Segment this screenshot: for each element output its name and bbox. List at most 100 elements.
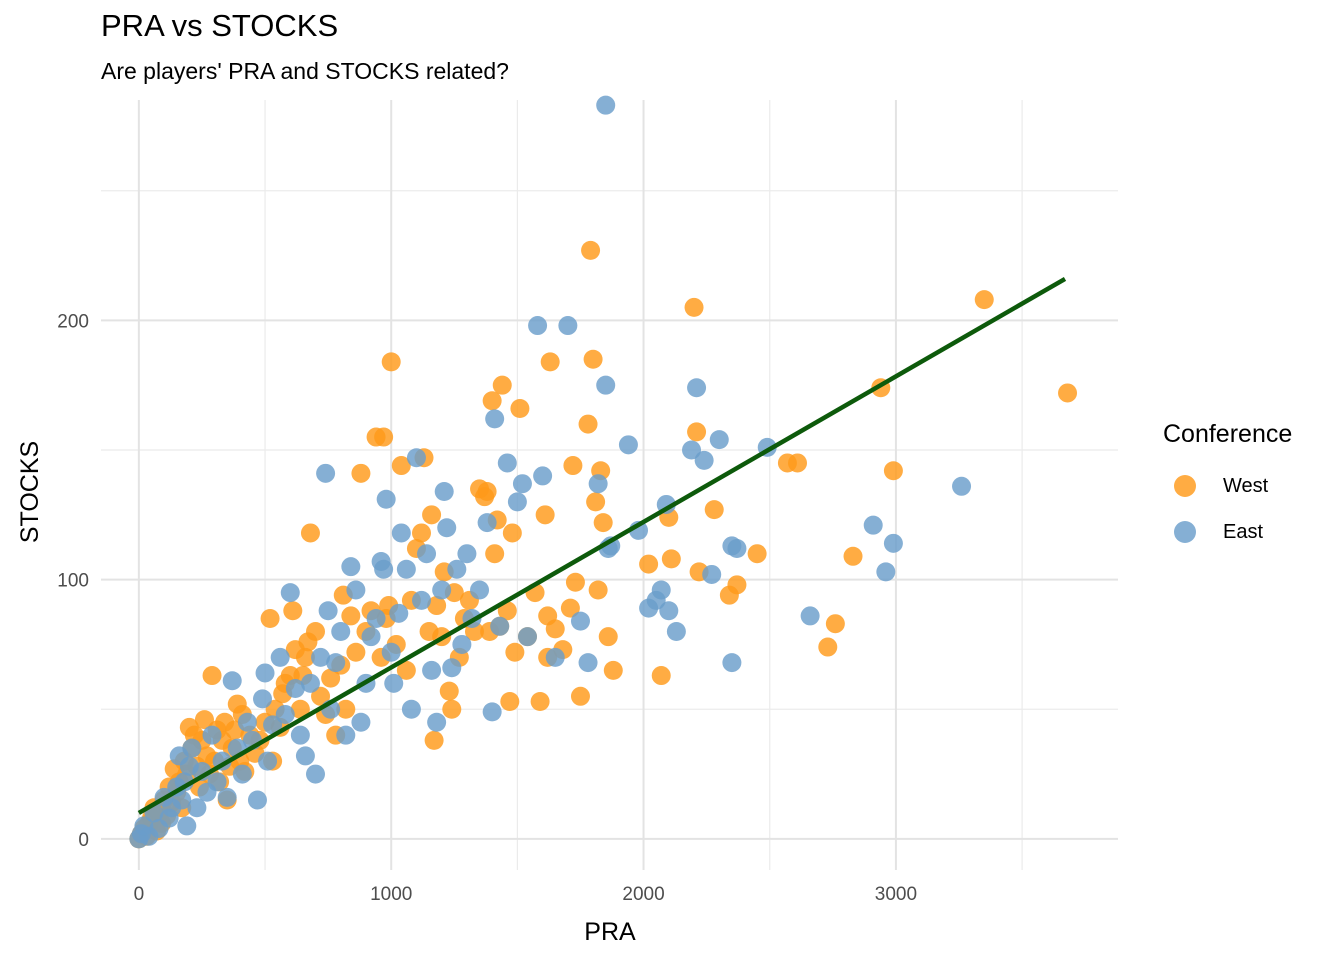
- scatter-point-west: [306, 621, 326, 641]
- scatter-point-west: [883, 461, 903, 481]
- scatter-point-east: [270, 647, 290, 667]
- scatter-point-east: [694, 450, 714, 470]
- scatter-point-east: [952, 476, 972, 496]
- scatter-point-east: [545, 647, 565, 667]
- point-layer: [129, 95, 1078, 849]
- scatter-point-west: [588, 580, 608, 600]
- scatter-point-west: [727, 575, 747, 595]
- scatter-point-west: [260, 609, 280, 629]
- scatter-point-east: [485, 409, 505, 429]
- scatter-point-east: [247, 790, 267, 810]
- scatter-point-west: [502, 523, 522, 543]
- scatter-point-west: [974, 290, 994, 310]
- scatter-point-east: [336, 725, 356, 745]
- scatter-point-east: [570, 611, 590, 631]
- scatter-point-east: [376, 489, 396, 509]
- scatter-point-east: [507, 492, 527, 512]
- scatter-point-west: [422, 505, 442, 525]
- scatter-point-east: [682, 440, 702, 460]
- scatter-point-east: [318, 601, 338, 621]
- scatter-point-east: [172, 790, 192, 810]
- scatter-point-west: [563, 456, 583, 476]
- scatter-point-west: [788, 453, 808, 473]
- scatter-point-west: [346, 642, 366, 662]
- x-axis-title: PRA: [584, 918, 636, 946]
- scatter-point-east: [528, 316, 548, 336]
- scatter-point-east: [722, 653, 742, 673]
- scatter-point-east: [285, 679, 305, 699]
- scatter-point-east: [177, 816, 197, 836]
- scatter-point-east: [253, 689, 273, 709]
- scatter-point-east: [863, 515, 883, 535]
- chart-subtitle: Are players' PRA and STOCKS related?: [101, 58, 509, 84]
- scatter-point-west: [535, 505, 555, 525]
- scatter-point-east: [596, 95, 616, 115]
- scatter-point-east: [596, 375, 616, 395]
- scatter-point-east: [389, 603, 409, 623]
- scatter-point-east: [391, 523, 411, 543]
- scatter-point-east: [666, 621, 686, 641]
- y-tick-label: 0: [78, 830, 89, 851]
- scatter-point-west: [581, 240, 601, 260]
- scatter-point-east: [457, 544, 477, 564]
- scatter-point-east: [295, 746, 315, 766]
- scatter-point-west: [704, 500, 724, 520]
- scatter-point-west: [510, 399, 530, 419]
- scatter-point-east: [290, 725, 310, 745]
- scatter-point-east: [437, 518, 457, 538]
- scatter-point-west: [560, 598, 580, 618]
- scatter-point-east: [381, 642, 401, 662]
- tick-layer: 0 1000 2000 3000 0 100 200: [57, 311, 917, 905]
- scatter-point-west: [1058, 383, 1078, 403]
- scatter-point-west: [586, 492, 606, 512]
- scatter-point-east: [182, 738, 202, 758]
- trend-layer: [137, 276, 1067, 815]
- scatter-point-east: [263, 715, 283, 735]
- scatter-point-west: [396, 660, 416, 680]
- scatter-point-east: [232, 764, 252, 784]
- scatter-point-east: [482, 702, 502, 722]
- scatter-point-east: [533, 466, 553, 486]
- scatter-point-west: [530, 691, 550, 711]
- scatter-point-west: [593, 513, 613, 533]
- scatter-point-west: [381, 352, 401, 372]
- scatter-point-west: [540, 352, 560, 372]
- scatter-point-east: [366, 609, 386, 629]
- scatter-point-east: [558, 316, 578, 336]
- scatter-point-east: [512, 474, 532, 494]
- scatter-point-east: [497, 453, 517, 473]
- scatter-point-west: [818, 637, 838, 657]
- legend: Conference West East: [1163, 420, 1292, 555]
- scatter-point-east: [447, 559, 467, 579]
- scatter-point-west: [336, 699, 356, 719]
- scatter-point-east: [477, 513, 497, 533]
- scatter-point-west: [341, 606, 361, 626]
- scatter-point-west: [687, 422, 707, 442]
- scatter-point-west: [295, 647, 315, 667]
- scatter-point-east: [434, 481, 454, 501]
- scatter-point-east: [727, 539, 747, 559]
- scatter-point-west: [825, 614, 845, 634]
- scatter-point-east: [280, 583, 300, 603]
- scatter-point-west: [651, 666, 671, 686]
- scatter-point-east: [222, 671, 242, 691]
- scatter-point-east: [588, 474, 608, 494]
- scatter-point-east: [401, 699, 421, 719]
- scatter-point-east: [406, 448, 426, 468]
- scatter-point-east: [202, 725, 222, 745]
- scatter-point-east: [517, 627, 537, 647]
- scatter-point-west: [194, 710, 214, 730]
- scatter-point-west: [497, 601, 517, 621]
- scatter-point-east: [417, 544, 437, 564]
- scatter-point-west: [505, 642, 525, 662]
- scatter-point-west: [202, 666, 222, 686]
- scatter-point-west: [439, 681, 459, 701]
- scatter-point-west: [321, 668, 341, 688]
- scatter-point-west: [351, 463, 371, 483]
- legend-item-east: East: [1163, 509, 1292, 555]
- legend-label-east: East: [1223, 520, 1264, 543]
- scatter-point-east: [411, 590, 431, 610]
- scatter-point-west: [545, 619, 565, 639]
- scatter-point-west: [482, 391, 502, 411]
